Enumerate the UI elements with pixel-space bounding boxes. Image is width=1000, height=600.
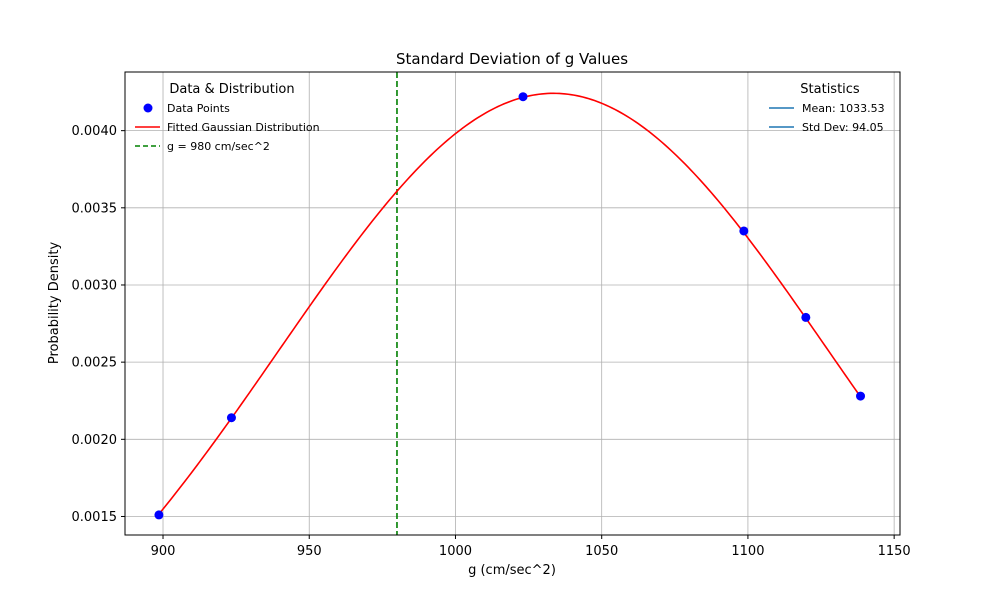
statistics-legend-title: Statistics [800,82,860,97]
legend-statistics: Statistics Mean: 1033.53 Std Dev: 94.05 [769,82,885,134]
legend-label-std-dev: Std Dev: 94.05 [802,121,884,134]
legend-label-mean: Mean: 1033.53 [802,102,885,115]
x-axis-label: g (cm/sec^2) [468,563,556,578]
x-tick-label: 1150 [878,544,911,559]
grid-layer [125,72,900,535]
legend-marker-data-points [143,103,153,113]
y-tick-label: 0.0030 [72,278,118,293]
data-point [856,391,866,401]
y-axis-label: Probability Density [47,242,62,365]
y-tick-label: 0.0035 [72,201,118,216]
x-tick-label: 1100 [731,544,764,559]
data-point [518,92,528,102]
chart-title: Standard Deviation of g Values [396,50,628,68]
data-points-layer [154,92,866,520]
x-ticks-layer: 900 950 1000 1050 1100 1150 [151,535,911,559]
data-point [154,510,164,520]
legend-title: Data & Distribution [169,82,294,97]
plot-frame [124,71,901,536]
y-tick-label: 0.0020 [72,433,118,448]
data-point [801,312,811,322]
data-point [739,226,749,236]
legend-label-fitted-curve: Fitted Gaussian Distribution [167,121,320,134]
x-tick-label: 1050 [585,544,618,559]
x-tick-label: 950 [297,544,322,559]
legend-label-data-points: Data Points [167,102,230,115]
y-tick-label: 0.0025 [72,356,118,371]
data-point [226,413,236,423]
x-tick-label: 1000 [439,544,472,559]
legend-data-distribution: Data & Distribution Data Points Fitted G… [135,82,320,153]
x-tick-label: 900 [151,544,176,559]
y-tick-label: 0.0015 [72,510,118,525]
y-ticks-layer: 0.0015 0.0020 0.0025 0.0030 0.0035 0.0040 [72,124,125,525]
y-tick-label: 0.0040 [72,124,118,139]
legend-label-reference-line: g = 980 cm/sec^2 [167,140,270,153]
